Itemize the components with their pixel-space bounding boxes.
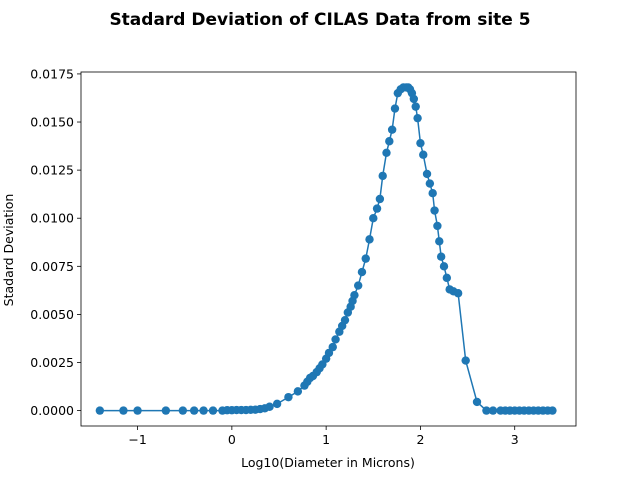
data-point xyxy=(331,335,340,344)
data-point xyxy=(161,406,171,415)
data-point xyxy=(272,399,282,409)
data-point xyxy=(361,254,370,263)
data-point xyxy=(430,206,439,215)
y-axis-label: Stadard Deviation xyxy=(1,194,16,307)
data-point xyxy=(208,406,218,415)
x-axis-ticks: −1 0 1 2 3 xyxy=(128,426,519,447)
data-point xyxy=(419,150,428,159)
data-point xyxy=(439,262,449,271)
x-axis-label: Log10(Diameter in Microns) xyxy=(241,455,415,470)
y-axis-ticks: 0.0000 0.0025 0.0050 0.0075 0.0100 0.0125 0.01… xyxy=(30,66,81,418)
data-point xyxy=(365,235,374,244)
y-tick-label: 0.0100 xyxy=(30,211,74,226)
data-point xyxy=(436,252,446,261)
y-tick-label: 0.0050 xyxy=(30,307,74,322)
y-tick-label: 0.0125 xyxy=(30,163,74,178)
data-point xyxy=(382,148,391,158)
data-point xyxy=(411,102,420,111)
data-point xyxy=(435,237,444,246)
data-point xyxy=(488,406,498,415)
data-series xyxy=(95,83,557,415)
plot-area: −1 0 1 2 3 0.00000.00250.00500.00750.01000.0… xyxy=(30,66,577,447)
data-point xyxy=(350,290,359,300)
data-point xyxy=(375,194,385,204)
data-point xyxy=(357,267,367,277)
data-point xyxy=(425,179,435,188)
data-point xyxy=(442,273,452,283)
data-point xyxy=(95,406,105,415)
data-point xyxy=(482,406,491,415)
data-point xyxy=(119,406,128,415)
data-point xyxy=(378,171,387,181)
data-point xyxy=(265,402,274,411)
data-point xyxy=(372,204,382,213)
x-tick-label: −1 xyxy=(128,432,146,447)
data-point xyxy=(390,104,400,113)
data-point xyxy=(416,138,425,148)
x-tick-label: 2 xyxy=(416,432,424,447)
y-tick-label: 0.0000 xyxy=(30,403,74,418)
y-tick-label: 0.0150 xyxy=(30,115,74,130)
data-point xyxy=(340,315,350,325)
data-point xyxy=(461,356,470,365)
data-point xyxy=(422,169,432,179)
data-point xyxy=(354,281,363,290)
data-point xyxy=(369,214,378,223)
y-tick-label: 0.0075 xyxy=(30,259,74,274)
data-point xyxy=(189,406,199,415)
data-point xyxy=(548,406,557,415)
data-point xyxy=(472,397,482,407)
data-point xyxy=(413,113,422,123)
x-tick-label: 0 xyxy=(228,432,236,447)
data-point xyxy=(284,392,293,402)
data-point xyxy=(178,406,188,415)
data-point xyxy=(428,189,437,198)
y-tick-label: 0.0025 xyxy=(30,355,74,370)
data-point xyxy=(453,289,463,298)
data-point xyxy=(387,125,397,134)
data-point xyxy=(409,94,419,104)
data-point xyxy=(133,406,142,415)
data-point xyxy=(433,221,442,231)
axes-frame xyxy=(80,71,577,427)
y-tick-label: 0.0175 xyxy=(30,66,74,81)
data-point xyxy=(385,137,394,146)
data-point xyxy=(199,406,208,415)
chart-title: Stadard Deviation of CILAS Data from sit… xyxy=(109,10,530,30)
data-point xyxy=(293,387,303,396)
x-tick-label: 1 xyxy=(322,432,330,447)
data-point xyxy=(328,342,337,352)
x-tick-label: 3 xyxy=(511,432,519,447)
